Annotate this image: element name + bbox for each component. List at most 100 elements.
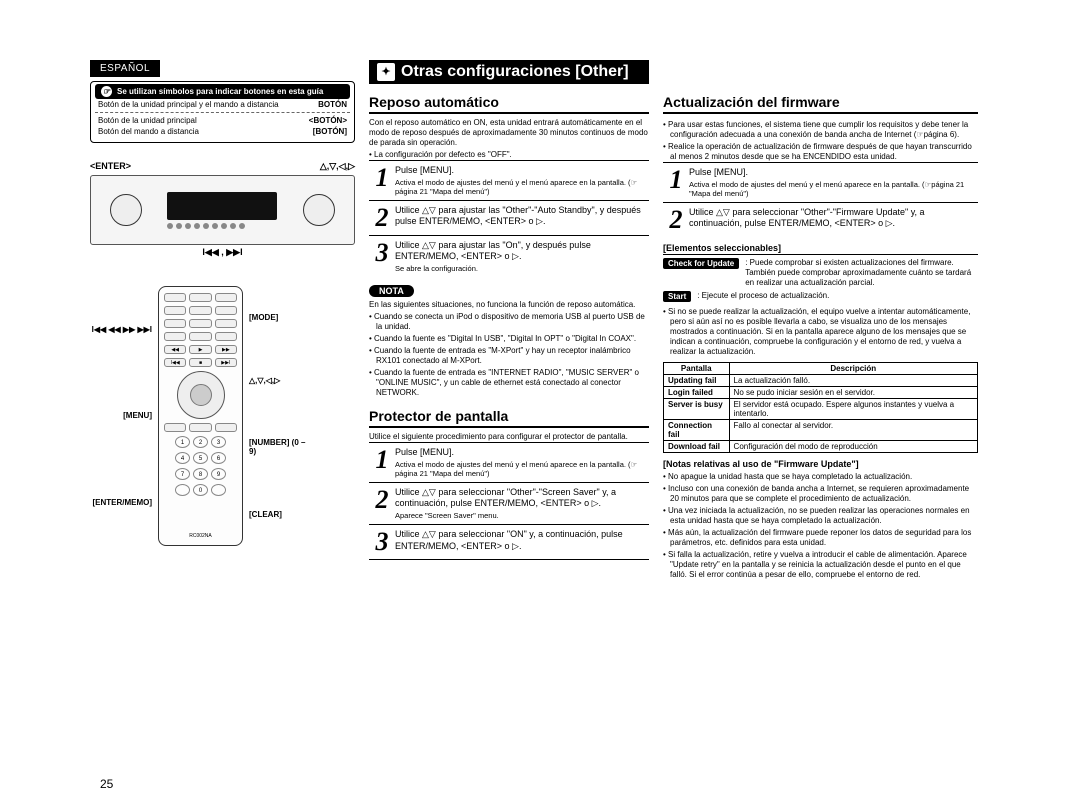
step-text: Utilice △▽ para ajustar las "On", y desp… [395,240,591,262]
symbol-legend-header: ☞ Se utilizan símbolos para indicar boto… [95,84,350,99]
step-number: 2 [369,205,395,231]
step-row: 3 Utilice △▽ para seleccionar "ON" y, a … [369,524,649,560]
symbol-row-value: [BOTÓN] [313,127,347,136]
enter-label: <ENTER> [90,161,131,172]
nota-intro: En las siguientes situaciones, no funcio… [369,300,649,310]
step-row: 3 Utilice △▽ para ajustar las "On", y de… [369,235,649,277]
step-subtext: Activa el modo de ajustes del menú y el … [689,180,978,198]
reposo-default-note: La configuración por defecto es "OFF". [369,150,649,160]
symbol-row-value: <BOTÓN> [309,116,347,125]
settings-icon: ✦ [377,63,395,81]
check-update-desc: : Puede comprobar si existen actualizaci… [745,258,978,288]
table-header: Descripción [729,362,977,374]
step-text: Utilice △▽ para ajustar las "Other"-"Aut… [395,205,641,227]
table-row: Server is busyEl servidor está ocupado. … [664,398,978,419]
step-row: 2 Utilice △▽ para ajustar las "Other"-"A… [369,200,649,235]
symbol-row-label: Botón del mando a distancia [98,127,199,136]
firmware-notes-header: [Notas relativas al uso de "Firmware Upd… [663,459,978,470]
clear-label: [CLEAR] [249,510,311,519]
error-table: Pantalla Descripción Updating failLa act… [663,362,978,453]
remote-model-label: RC002NA [164,533,237,539]
nota-item: Cuando la fuente de entrada es "M-XPort"… [369,346,649,366]
mode-label: [MODE] [249,313,311,322]
symbol-row-value: BOTÓN [318,100,347,109]
step-text: Pulse [MENU]. [395,447,454,457]
selectable-item: Start : Ejecute el proceso de actualizac… [663,291,978,302]
arrows-label: △,▽,◁,▷ [249,376,311,385]
firmware-note: No apague la unidad hasta que se haya co… [663,472,978,482]
table-header: Pantalla [664,362,730,374]
reposo-heading: Reposo automático [369,94,649,114]
start-key: Start [663,291,691,302]
language-tab: ESPAÑOL [90,60,160,77]
step-text: Utilice △▽ para seleccionar "Other"-"Scr… [395,487,616,509]
reposo-intro: Con el reposo automático en ON, esta uni… [369,118,649,148]
step-number: 1 [369,447,395,478]
step-subtext: Activa el modo de ajustes del menú y el … [395,178,649,196]
firmware-pre-bullet: Para usar estas funciones, el sistema ti… [663,120,978,140]
arrows-label: △,▽,◁,▷ [320,161,355,172]
firmware-mid-bullet: Si no se puede realizar la actualización… [663,307,978,357]
check-update-key: Check for Update [663,258,739,269]
step-row: 1 Pulse [MENU]. Activa el modo de ajuste… [369,160,649,200]
step-row: 1 Pulse [MENU]. Activa el modo de ajuste… [369,442,649,482]
step-subtext: Se abre la configuración. [395,264,649,273]
display-icon [167,192,277,220]
step-subtext: Activa el modo de ajustes del menú y el … [395,460,649,478]
symbol-row: Botón de la unidad principal <BOTÓN> [95,115,350,126]
step-number: 2 [663,207,689,233]
firmware-note: Incluso con una conexión de banda ancha … [663,484,978,504]
main-unit-diagram [90,175,355,245]
step-number: 3 [369,240,395,273]
symbol-legend-box: ☞ Se utilizan símbolos para indicar boto… [90,81,355,143]
remote-labels-left: I◀◀ ◀◀ ▶▶ ▶▶I [MENU] [ENTER/MEMO] [90,286,152,546]
symbol-row: Botón de la unidad principal y el mando … [95,99,350,110]
step-text: Pulse [MENU]. [395,165,454,175]
step-text: Utilice △▽ para seleccionar "Other"-"Fir… [689,207,925,229]
step-text: Utilice △▽ para seleccionar "ON" y, a co… [395,529,623,551]
nota-item: Cuando se conecta un iPod o dispositivo … [369,312,649,332]
nota-item: Cuando la fuente de entrada es "INTERNET… [369,368,649,398]
transport-keys-label: I◀◀ ◀◀ ▶▶ ▶▶I [90,325,152,334]
symbol-row-label: Botón de la unidad principal [98,116,197,125]
table-row: Download failConfiguración del modo de r… [664,440,978,452]
step-row: 2 Utilice △▽ para seleccionar "Other"-"S… [369,482,649,524]
remote-labels-right: [MODE] △,▽,◁,▷ [NUMBER] (0 – 9) [CLEAR] [249,286,311,546]
protector-intro: Utilice el siguiente procedimiento para … [369,432,649,442]
firmware-note: Una vez iniciada la actualización, no se… [663,506,978,526]
knob-icon [110,194,142,226]
step-number: 1 [663,167,689,198]
knob-icon [303,194,335,226]
table-row: Updating failLa actualización falló. [664,374,978,386]
divider [95,112,350,113]
nota-badge: NOTA [369,285,414,297]
page-number: 25 [100,777,113,791]
nota-item: Cuando la fuente es "Digital In USB", "D… [369,334,649,344]
number-label: [NUMBER] (0 – 9) [249,438,311,456]
section-header-other: ✦ Otras configuraciones [Other] [369,60,649,84]
symbol-row-label: Botón de la unidad principal y el mando … [98,100,279,109]
device-bottom-label: I◀◀ , ▶▶I [90,247,355,258]
step-text: Pulse [MENU]. [689,167,748,177]
table-row: Connection failFallo al conectar al serv… [664,419,978,440]
selectable-item: Check for Update : Puede comprobar si ex… [663,258,978,288]
start-desc: : Ejecute el proceso de actualización. [697,291,978,301]
step-number: 1 [369,165,395,196]
menu-label: [MENU] [90,411,152,420]
button-row-icon [167,223,277,229]
step-row: 2 Utilice △▽ para seleccionar "Other"-"F… [663,202,978,237]
firmware-pre-bullet: Realice la operación de actualización de… [663,142,978,162]
symbol-legend-header-text: Se utilizan símbolos para indicar botone… [117,87,323,96]
step-subtext: Aparece "Screen Saver" menu. [395,511,649,520]
dpad-icon [177,371,225,419]
symbol-row: Botón del mando a distancia [BOTÓN] [95,126,350,137]
protector-heading: Protector de pantalla [369,408,649,428]
firmware-note: Más aún, la actualización del firmware p… [663,528,978,548]
step-number: 2 [369,487,395,520]
step-row: 1 Pulse [MENU]. Activa el modo de ajuste… [663,162,978,202]
section-header-text: Otras configuraciones [Other] [401,63,629,81]
hand-icon: ☞ [101,86,112,97]
enter-memo-label: [ENTER/MEMO] [90,498,152,507]
firmware-note: Si falla la actualización, retire y vuel… [663,550,978,580]
table-row: Login failedNo se pudo iniciar sesión en… [664,386,978,398]
